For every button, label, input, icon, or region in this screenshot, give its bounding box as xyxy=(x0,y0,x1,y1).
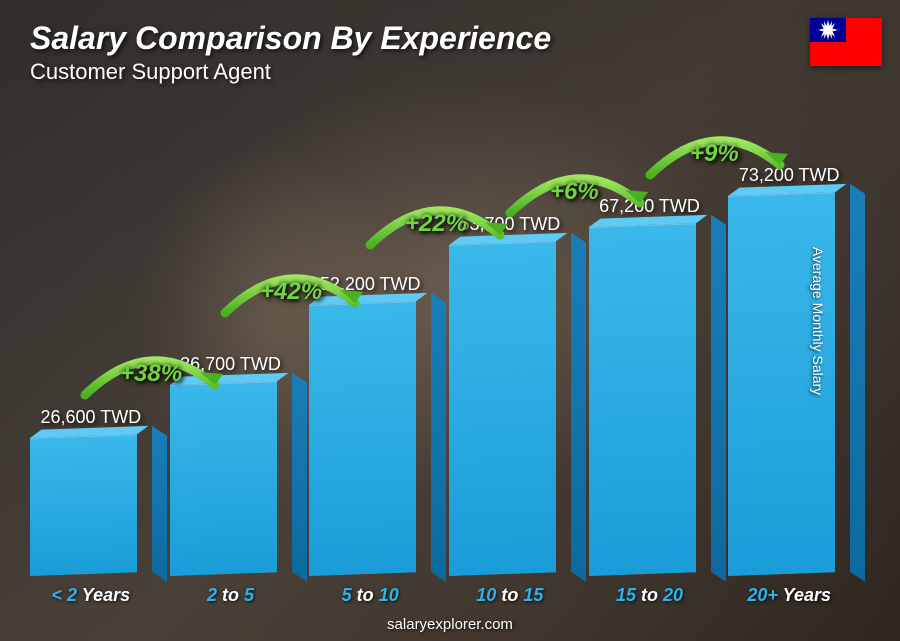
bar xyxy=(728,192,850,576)
bar xyxy=(30,434,152,576)
increase-percent-label: +22% xyxy=(405,210,467,238)
increase-percent-label: +42% xyxy=(260,278,322,306)
y-axis-label: Average Monthly Salary xyxy=(810,246,826,394)
chart-subtitle: Customer Support Agent xyxy=(30,59,870,85)
footer-attribution: salaryexplorer.com xyxy=(0,616,900,633)
chart-title: Salary Comparison By Experience xyxy=(30,20,870,57)
bar-front-face xyxy=(449,241,556,576)
x-axis-label: < 2 Years xyxy=(30,585,152,606)
x-axis-label: 15 to 20 xyxy=(589,585,711,606)
header: Salary Comparison By Experience Customer… xyxy=(30,20,870,85)
bar-front-face xyxy=(309,301,416,576)
bar-side-face xyxy=(431,293,446,582)
increase-percent-label: +38% xyxy=(120,360,182,388)
bar-front-face xyxy=(589,223,696,576)
x-axis-label: 5 to 10 xyxy=(309,585,431,606)
bar xyxy=(309,301,431,576)
increase-percent-label: +6% xyxy=(550,178,599,206)
bar-group: 26,600 TWD xyxy=(30,407,152,576)
x-axis-label: 10 to 15 xyxy=(449,585,571,606)
bar-side-face xyxy=(152,426,167,582)
bar-side-face xyxy=(571,233,586,582)
x-axis-label: 20+ Years xyxy=(728,585,850,606)
taiwan-flag-icon xyxy=(810,18,882,66)
infographic-container: Salary Comparison By Experience Customer… xyxy=(0,0,900,641)
x-axis: < 2 Years 2 to 5 5 to 10 10 to 15 15 to 20 20… xyxy=(30,585,850,606)
bar-side-face xyxy=(850,184,865,582)
x-axis-label: 2 to 5 xyxy=(170,585,292,606)
bar-side-face xyxy=(710,215,725,582)
bar-side-face xyxy=(291,373,306,582)
bar-front-face xyxy=(30,434,137,576)
bar xyxy=(589,223,711,576)
bar xyxy=(449,241,571,576)
bar-group: 67,200 TWD xyxy=(589,196,711,576)
bar-group: 73,200 TWD xyxy=(728,165,850,576)
increase-percent-label: +9% xyxy=(690,140,739,168)
